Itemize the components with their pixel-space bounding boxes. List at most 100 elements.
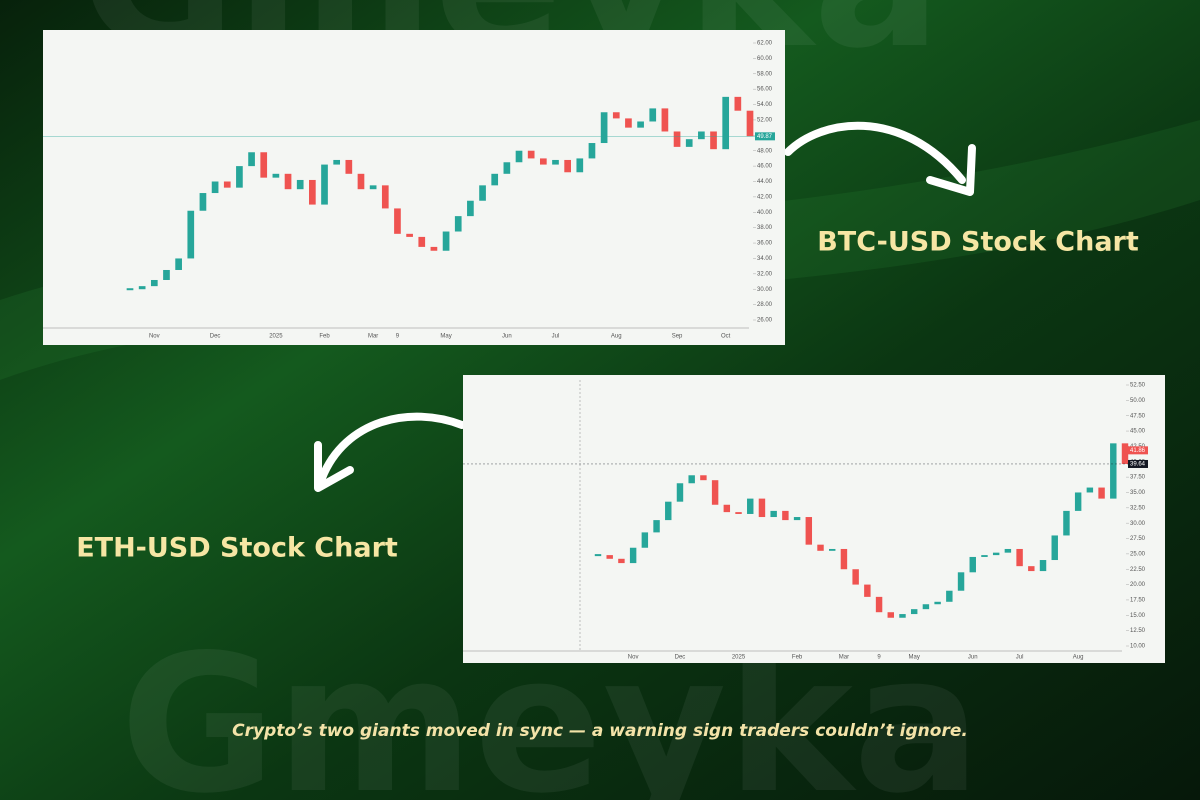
candle [934,601,941,605]
x-tick-label: Jul [1016,655,1024,661]
candle [357,173,365,190]
candle [793,517,801,521]
y-tick-label: 30.00 [1130,521,1146,527]
candle [734,96,742,111]
candle [782,510,789,521]
candle [260,152,268,178]
candle [899,614,906,618]
x-tick-label: May [909,655,920,661]
candle [503,162,511,174]
candle [770,510,777,518]
candle [175,258,182,270]
candle [649,108,657,122]
candle [688,475,695,484]
x-tick-label: 9 [877,655,881,661]
x-tick-label: May [440,334,451,340]
candle [594,554,602,557]
x-tick-label: Dec [210,334,221,340]
candle [309,179,316,205]
candle [661,108,669,132]
candle [552,159,559,165]
candle [758,498,766,518]
x-tick-label: Jun [502,334,512,340]
candle [887,612,894,618]
candle [1121,443,1129,464]
candle [1074,492,1082,511]
candle [248,152,255,167]
x-tick-label: Jun [968,655,978,661]
y-tick-label: 60.00 [757,56,773,62]
y-tick-label: 58.00 [757,71,773,77]
x-tick-label: Feb [319,334,330,340]
y-tick-label: 52.00 [757,118,773,124]
y-tick-label: 54.00 [757,102,773,108]
y-tick-label: 32.50 [1130,505,1146,511]
y-tick-label: 52.50 [1130,383,1146,389]
candle [665,501,672,521]
candle [527,150,535,159]
arrow-head [314,441,354,492]
candle [946,590,953,602]
x-tick-label: Oct [721,334,731,340]
candle [637,121,644,128]
candle [957,572,965,591]
candle [629,547,637,564]
candle [163,269,170,280]
x-tick-label: Jul [552,334,560,340]
y-tick-label: 44.00 [757,179,773,185]
x-tick-label: Nov [628,655,639,661]
candle [284,173,292,190]
candle [1086,487,1094,493]
candle [700,475,707,481]
candle [236,166,243,188]
y-tick-label: 48.00 [757,148,773,154]
y-tick-label: 35.00 [1130,490,1146,496]
candle [381,185,389,209]
candle [1110,443,1117,499]
y-tick-label: 32.00 [757,271,773,277]
candle [722,96,730,150]
x-tick-label: 2025 [732,655,746,661]
x-tick-label: Aug [1073,655,1084,661]
x-tick-label: Feb [792,655,803,661]
y-tick-label: 62.00 [757,41,773,47]
y-tick-label: 34.00 [757,256,773,262]
candle [612,112,620,119]
y-tick-label: 46.00 [757,164,773,170]
candle [564,159,571,173]
candle [723,504,731,513]
candle [840,548,848,570]
x-tick-label: Aug [611,334,622,340]
y-tick-label: 27.50 [1130,536,1146,542]
candle [805,517,813,545]
y-tick-label: 36.00 [757,241,773,247]
y-tick-label: 10.00 [1130,644,1146,650]
y-tick-label: 28.00 [757,302,773,308]
candle [817,544,824,551]
x-tick-label: 9 [396,334,400,340]
candle [296,179,304,190]
y-tick-label: 45.00 [1130,429,1146,435]
x-tick-label: 2025 [269,334,283,340]
candle [539,158,547,165]
candle [576,158,584,173]
y-tick-label: 30.00 [757,287,773,293]
candle [406,233,413,237]
candle [430,246,438,251]
candle [1028,566,1035,572]
candle [394,208,401,234]
candle [852,569,859,585]
y-tick-label: 38.00 [757,225,773,231]
x-tick-label: Nov [149,334,160,340]
y-tick-label: 56.00 [757,87,773,93]
candle [467,200,474,217]
price-marker-label: 41.86 [1130,448,1146,454]
candle [369,185,377,190]
y-tick-label: 47.50 [1130,413,1146,419]
candle [735,512,742,514]
candle [992,552,1000,556]
candle [641,532,649,548]
candle [746,110,754,137]
y-tick-label: 26.00 [757,318,773,324]
